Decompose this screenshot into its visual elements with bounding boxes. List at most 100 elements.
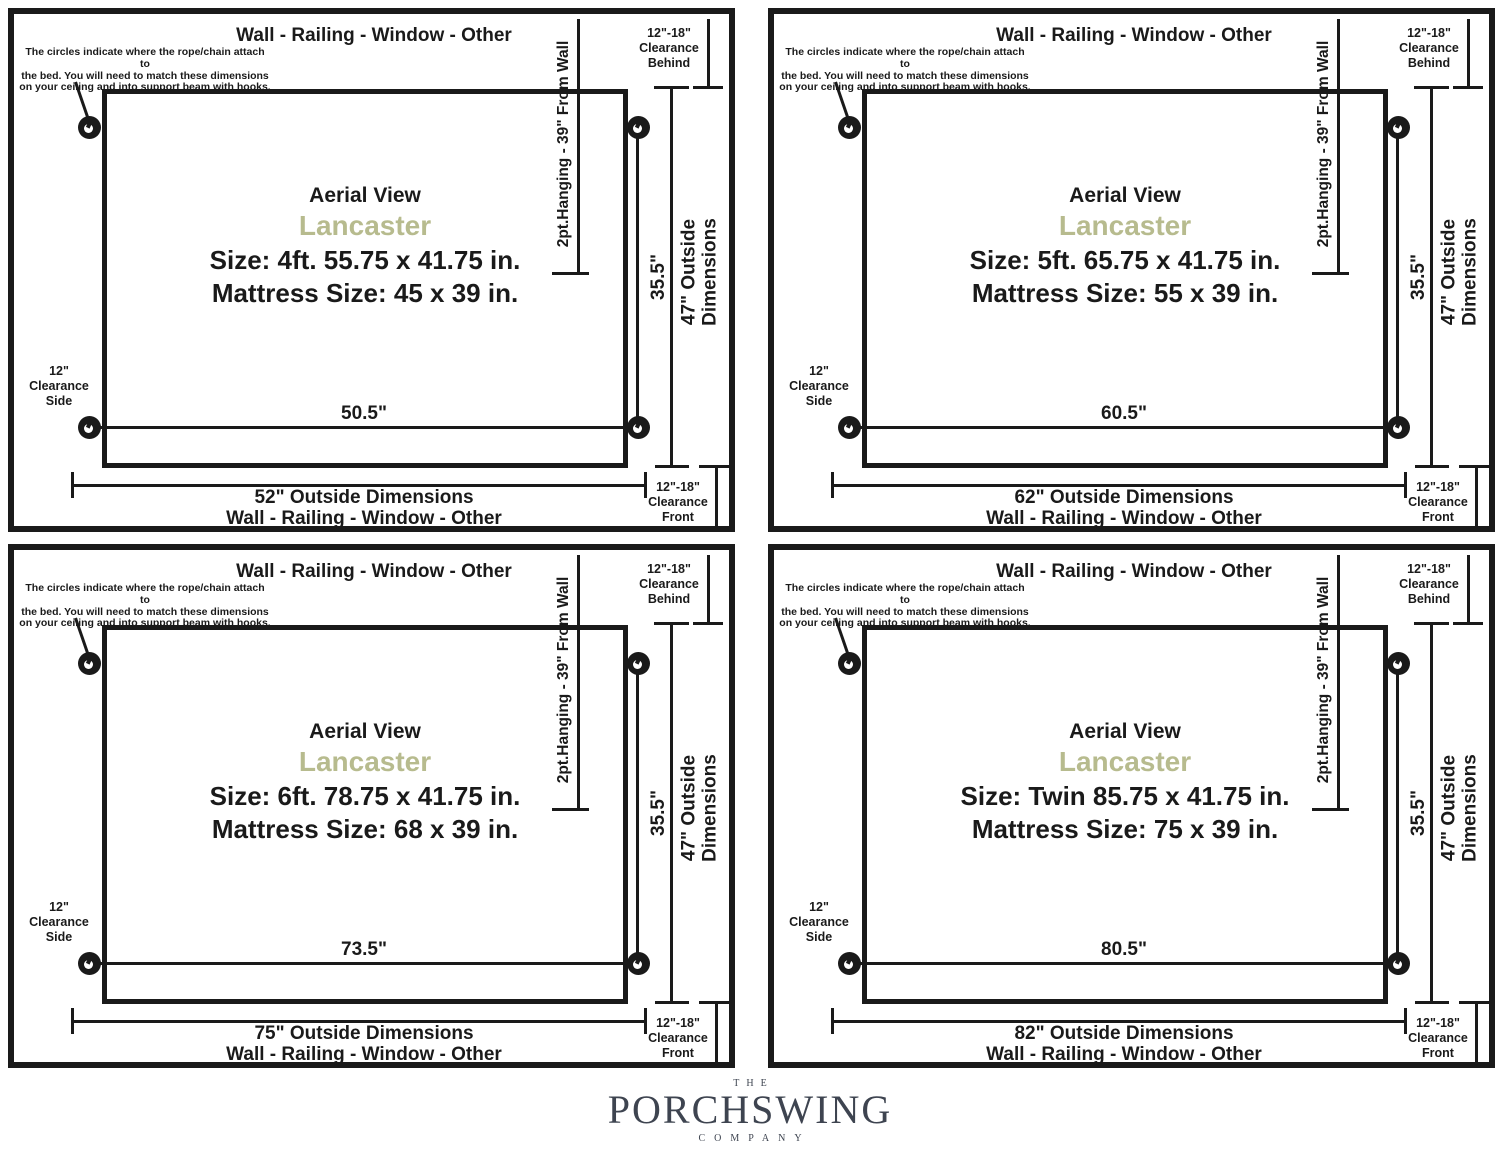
size-spec: Size: 6ft. 78.75 x 41.75 in.	[209, 781, 521, 811]
dimension-tick	[654, 622, 689, 625]
depth-label: 35.5"	[1408, 790, 1429, 836]
outside-width-label: 75" Outside Dimensions	[254, 1023, 474, 1044]
dimension-tick	[71, 1008, 74, 1034]
hanging-label: 2pt.Hanging - 39" From Wall	[555, 40, 572, 248]
dimension-tick	[552, 272, 589, 275]
hook-span-label: 60.5"	[1101, 403, 1147, 424]
attachment-note: The circles indicate where the rope/chai…	[779, 46, 1031, 94]
size-spec: Size: 5ft. 65.75 x 41.75 in.	[969, 245, 1281, 275]
aerial-view-label: Aerial View	[309, 720, 421, 743]
attachment-hole	[844, 960, 853, 969]
attachment-point-icon	[78, 116, 101, 139]
attachment-point-icon	[627, 952, 650, 975]
dimension-tick	[71, 472, 74, 498]
mattress-spec: Mattress Size: 55 x 39 in.	[971, 278, 1279, 308]
depth-label: 35.5"	[648, 790, 669, 836]
clearance-front-line	[715, 466, 718, 532]
panel-twin: Wall - Railing - Window - Other The circ…	[768, 544, 1495, 1068]
dimension-tick	[655, 1001, 689, 1004]
hook-span-line	[849, 962, 1399, 965]
attachment-point-icon	[78, 952, 101, 975]
attachment-hole	[633, 424, 642, 433]
clearance-front-label: 12"-18" Clearance Front	[648, 480, 708, 524]
logo-name: PORCHSWING	[607, 1087, 893, 1132]
attachment-hole	[1393, 124, 1402, 133]
dimension-tick	[1404, 472, 1407, 498]
clearance-side-label: 12" Clearance Side	[29, 364, 89, 408]
attachment-point-icon	[627, 416, 650, 439]
clearance-behind-line	[1467, 555, 1470, 625]
hook-span-label: 80.5"	[1101, 939, 1147, 960]
bed-outline	[102, 625, 628, 1004]
wall-label-bottom: Wall - Railing - Window - Other	[986, 1044, 1262, 1065]
wall-label-bottom: Wall - Railing - Window - Other	[226, 508, 502, 529]
bed-info: Aerial View Lancaster Size: 6ft. 78.75 x…	[102, 720, 628, 845]
outside-width-line	[831, 1020, 1407, 1023]
clearance-behind-label: 12"-18" Clearance Behind	[639, 26, 699, 70]
hook-span-label: 50.5"	[341, 403, 387, 424]
dimension-tick	[831, 1008, 834, 1034]
attachment-hole	[84, 424, 93, 433]
depth-label: 35.5"	[648, 254, 669, 300]
hanging-dimension-line	[577, 19, 580, 274]
hanging-dimension-line	[1337, 19, 1340, 274]
bed-outline	[102, 89, 628, 468]
company-logo: THE PORCHSWING COMPANY	[0, 1078, 1500, 1144]
attachment-point-icon	[838, 952, 861, 975]
dimension-tick	[1312, 272, 1349, 275]
depth-label: 35.5"	[1408, 254, 1429, 300]
attachment-hole	[1393, 960, 1402, 969]
clearance-front-line	[1475, 1002, 1478, 1068]
outside-width-label: 82" Outside Dimensions	[1014, 1023, 1234, 1044]
clearance-behind-label: 12"-18" Clearance Behind	[639, 562, 699, 606]
attachment-point-icon	[1387, 416, 1410, 439]
product-name: Lancaster	[298, 746, 432, 777]
hanging-label: 2pt.Hanging - 39" From Wall	[555, 576, 572, 784]
hook-span-line	[849, 426, 1399, 429]
logo-the: THE	[733, 1078, 774, 1089]
clearance-front-label: 12"-18" Clearance Front	[1408, 1016, 1468, 1060]
wall-label-bottom: Wall - Railing - Window - Other	[226, 1044, 502, 1065]
wall-label-top: Wall - Railing - Window - Other	[996, 561, 1272, 582]
outside-width-label: 52" Outside Dimensions	[254, 487, 474, 508]
panel-6ft: Wall - Railing - Window - Other The circ…	[8, 544, 735, 1068]
attachment-point-icon	[838, 652, 861, 675]
mattress-spec: Mattress Size: 68 x 39 in.	[211, 814, 519, 844]
attachment-hole	[1393, 660, 1402, 669]
wall-label-top: Wall - Railing - Window - Other	[236, 561, 512, 582]
attachment-point-icon	[838, 116, 861, 139]
clearance-front-line	[1475, 466, 1478, 532]
wall-label-top: Wall - Railing - Window - Other	[996, 25, 1272, 46]
dimension-tick	[644, 1008, 647, 1034]
dimension-tick	[831, 472, 834, 498]
outside-depth-label: 47" Outside Dimensions	[678, 754, 721, 862]
bed-outline	[862, 625, 1388, 1004]
outside-depth-label: 47" Outside Dimensions	[1438, 754, 1481, 862]
outside-width-line	[71, 484, 647, 487]
aerial-view-label: Aerial View	[309, 184, 421, 207]
attachment-hole	[633, 124, 642, 133]
hook-span-label: 73.5"	[341, 939, 387, 960]
clearance-behind-line	[707, 555, 710, 625]
hanging-label: 2pt.Hanging - 39" From Wall	[1315, 576, 1332, 784]
logo-company: COMPANY	[698, 1132, 811, 1144]
hanging-label: 2pt.Hanging - 39" From Wall	[1315, 40, 1332, 248]
outside-width-line	[71, 1020, 647, 1023]
clearance-side-label: 12" Clearance Side	[789, 900, 849, 944]
attachment-note: The circles indicate where the rope/chai…	[779, 582, 1031, 630]
mattress-spec: Mattress Size: 45 x 39 in.	[211, 278, 519, 308]
bed-info: Aerial View Lancaster Size: 5ft. 65.75 x…	[862, 184, 1388, 309]
attachment-hole	[1393, 424, 1402, 433]
outside-depth-line	[1430, 625, 1433, 1003]
aerial-view-label: Aerial View	[1069, 184, 1181, 207]
outside-depth-line	[670, 625, 673, 1003]
panel-4ft: Wall - Railing - Window - Other The circ…	[8, 8, 735, 532]
mattress-spec: Mattress Size: 75 x 39 in.	[971, 814, 1279, 844]
attachment-hole	[844, 660, 853, 669]
attachment-hole	[844, 424, 853, 433]
outside-depth-label: 47" Outside Dimensions	[678, 218, 721, 326]
attachment-note: The circles indicate where the rope/chai…	[19, 582, 271, 630]
wall-label-bottom: Wall - Railing - Window - Other	[986, 508, 1262, 529]
attachment-hole	[84, 660, 93, 669]
hanging-dimension-line	[1337, 555, 1340, 810]
